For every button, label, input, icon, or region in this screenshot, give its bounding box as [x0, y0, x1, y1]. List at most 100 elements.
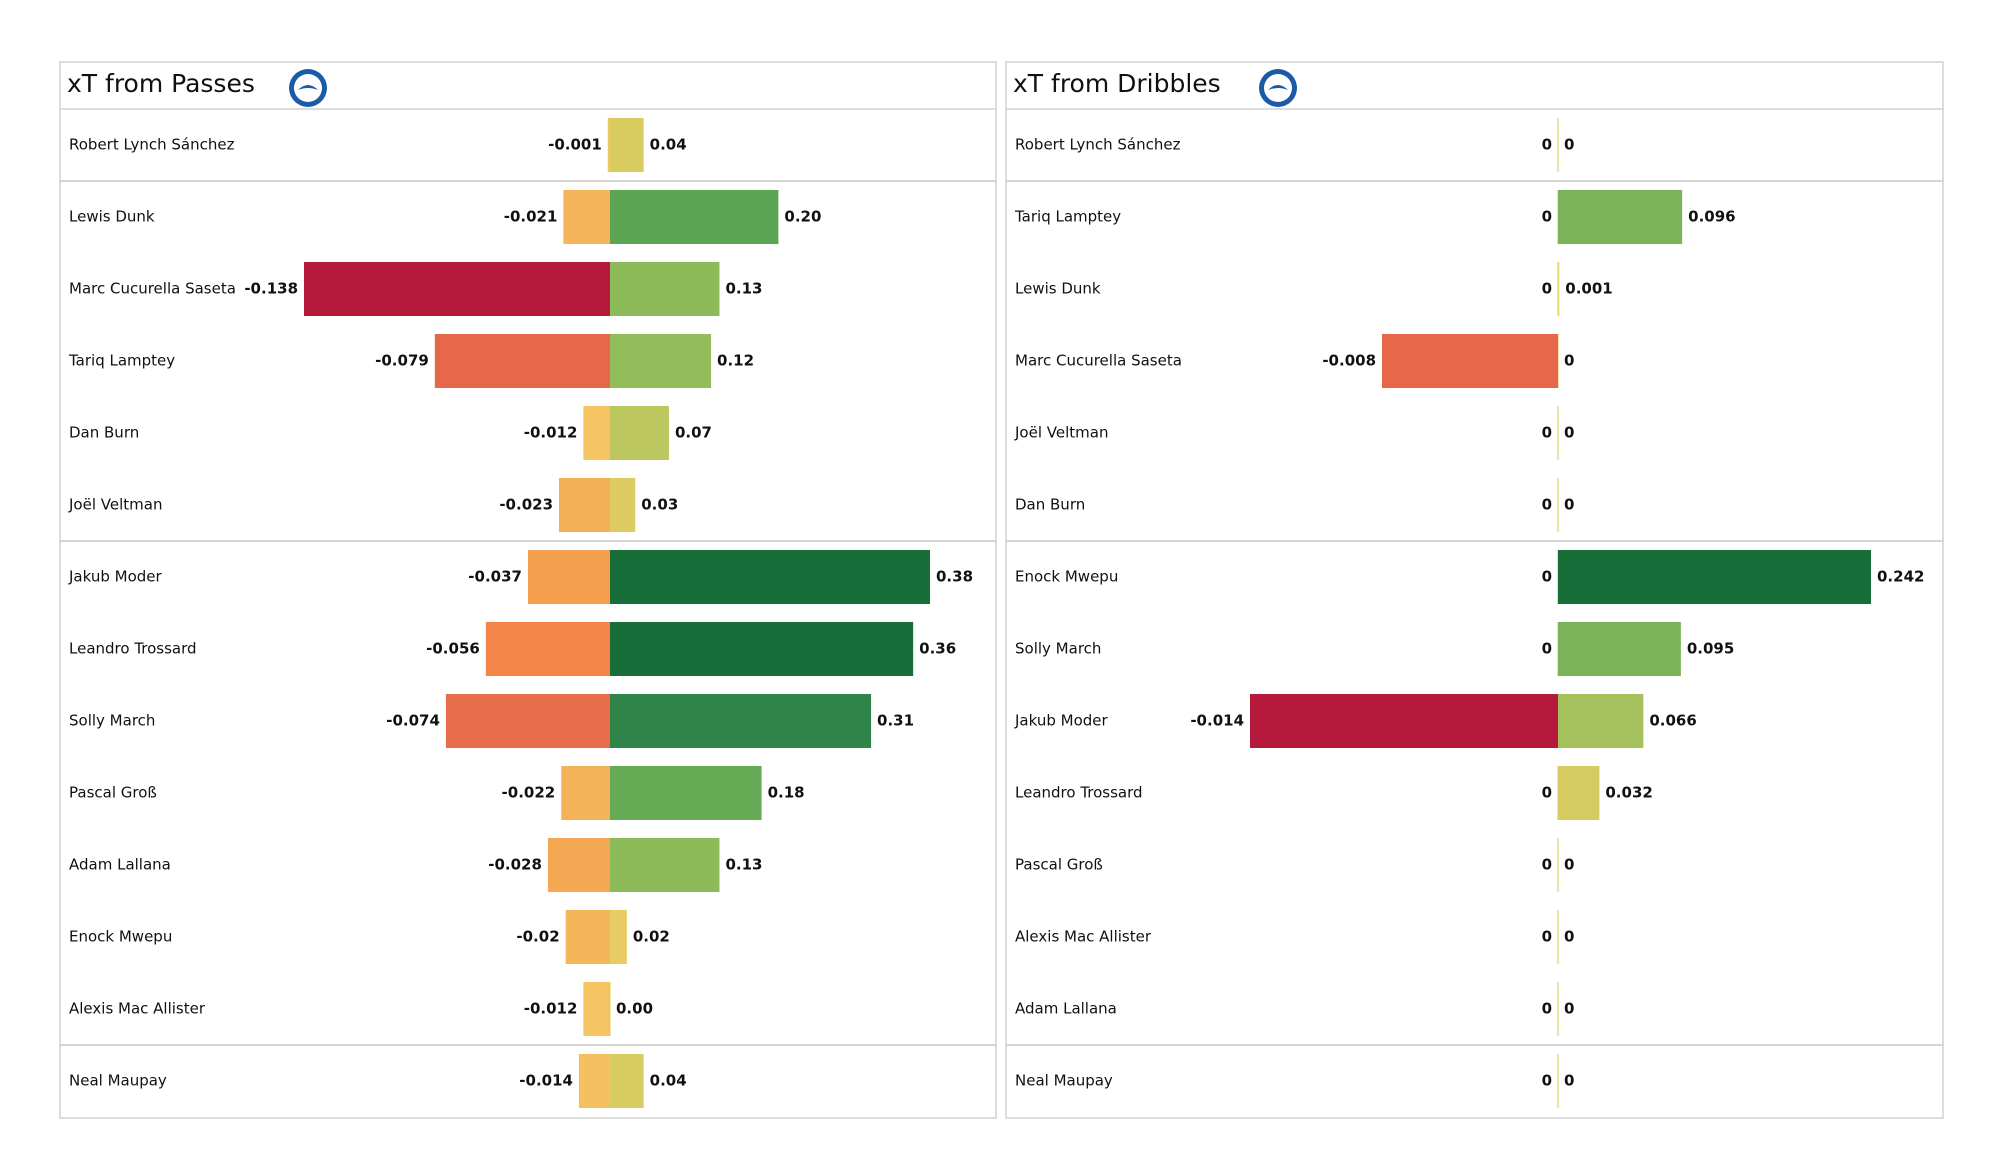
bar	[559, 478, 610, 532]
player-name: Lewis Dunk	[1015, 280, 1101, 298]
bar	[610, 190, 779, 244]
player-name: Tariq Lamptey	[68, 352, 175, 370]
player-name: Neal Maupay	[69, 1072, 167, 1090]
value-label: 0.00	[616, 1000, 653, 1018]
bar	[1558, 766, 1600, 820]
value-label: 0	[1542, 136, 1552, 154]
value-label: 0.04	[650, 1072, 687, 1090]
value-label: 0.095	[1687, 640, 1734, 658]
value-label: 0.13	[725, 280, 762, 298]
bar	[607, 118, 610, 172]
value-label: 0.242	[1877, 568, 1924, 586]
player-name: Pascal Groß	[1015, 856, 1103, 874]
value-label: 0	[1542, 640, 1552, 658]
player-name: Alexis Mac Allister	[1015, 928, 1152, 946]
value-label: -0.138	[244, 280, 298, 298]
bar	[610, 478, 636, 532]
value-label: 0	[1542, 928, 1552, 946]
value-label: 0.04	[650, 136, 687, 154]
bar	[610, 910, 627, 964]
player-name: Robert Lynch Sánchez	[69, 136, 235, 154]
value-label: 0.07	[675, 424, 712, 442]
team-logo	[1259, 69, 1297, 107]
bar	[610, 838, 720, 892]
value-label: 0	[1564, 856, 1574, 874]
value-label: -0.012	[524, 424, 578, 442]
value-label: 0.31	[877, 712, 914, 730]
bar	[1558, 622, 1681, 676]
value-label: -0.02	[516, 928, 559, 946]
player-name: Leandro Trossard	[69, 640, 197, 658]
player-name: Enock Mwepu	[1015, 568, 1118, 586]
player-name: Marc Cucurella Saseta	[69, 280, 236, 298]
value-label: 0.13	[725, 856, 762, 874]
bar	[610, 262, 720, 316]
value-label: 0	[1542, 496, 1552, 514]
value-label: 0	[1564, 1072, 1574, 1090]
player-name: Tariq Lamptey	[1014, 208, 1121, 226]
player-name: Solly March	[1015, 640, 1101, 658]
value-label: 0.02	[633, 928, 670, 946]
value-label: 0.066	[1649, 712, 1696, 730]
team-logo	[289, 69, 327, 107]
player-name: Lewis Dunk	[69, 208, 155, 226]
player-name: Pascal Groß	[69, 784, 157, 802]
value-label: 0	[1564, 928, 1574, 946]
player-name: Dan Burn	[1015, 496, 1085, 514]
value-label: 0.36	[919, 640, 956, 658]
value-label: -0.074	[386, 712, 440, 730]
value-label: 0.032	[1605, 784, 1652, 802]
bar	[304, 262, 610, 316]
value-label: 0	[1542, 424, 1552, 442]
value-label: 0	[1564, 496, 1574, 514]
player-name: Joël Veltman	[68, 496, 162, 514]
value-label: -0.021	[504, 208, 558, 226]
value-label: 0	[1564, 352, 1574, 370]
value-label: -0.022	[502, 784, 556, 802]
value-label: 0.20	[784, 208, 821, 226]
bar	[610, 550, 930, 604]
value-label: 0.001	[1565, 280, 1612, 298]
player-name: Leandro Trossard	[1015, 784, 1143, 802]
player-name: Adam Lallana	[1015, 1000, 1117, 1018]
logo-gull	[298, 85, 318, 90]
logo-gull	[1268, 85, 1288, 90]
bar	[610, 1054, 644, 1108]
value-label: 0	[1564, 424, 1574, 442]
value-label: 0	[1564, 136, 1574, 154]
value-label: -0.079	[375, 352, 429, 370]
bar	[485, 622, 610, 676]
value-label: -0.014	[519, 1072, 573, 1090]
value-label: -0.023	[499, 496, 553, 514]
value-label: -0.037	[468, 568, 522, 586]
bar	[1558, 262, 1560, 316]
value-label: -0.028	[488, 856, 542, 874]
player-name: Solly March	[69, 712, 155, 730]
value-label: 0	[1542, 568, 1552, 586]
value-label: 0.096	[1688, 208, 1735, 226]
bar	[610, 694, 872, 748]
value-label: 0	[1564, 1000, 1574, 1018]
value-label: -0.014	[1190, 712, 1244, 730]
bar	[610, 622, 914, 676]
bar	[547, 838, 610, 892]
bar	[610, 406, 669, 460]
bar	[583, 406, 610, 460]
bar	[563, 190, 610, 244]
player-name: Neal Maupay	[1015, 1072, 1113, 1090]
value-label: 0	[1542, 1072, 1552, 1090]
value-label: 0	[1542, 784, 1552, 802]
value-label: 0	[1542, 1000, 1552, 1018]
value-label: 0.12	[717, 352, 754, 370]
bar	[610, 334, 712, 388]
player-name: Jakub Moder	[68, 568, 163, 586]
value-label: 0.03	[641, 496, 678, 514]
bar	[578, 1054, 610, 1108]
bar	[1382, 334, 1558, 388]
panel-frame	[1005, 61, 1944, 1119]
panel-frame	[59, 61, 997, 1119]
bar	[434, 334, 610, 388]
player-name: Enock Mwepu	[69, 928, 172, 946]
